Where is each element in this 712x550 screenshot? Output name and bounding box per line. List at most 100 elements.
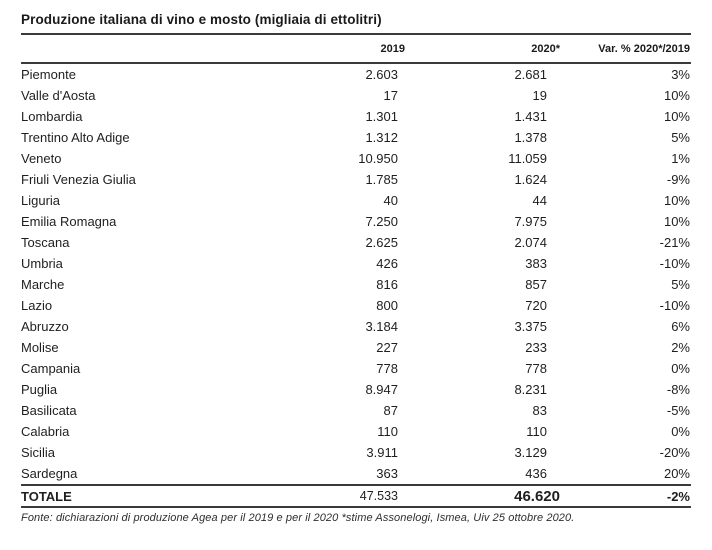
value-var: 2% bbox=[671, 340, 690, 355]
table-row: Toscana 2.625 2.074 -21% bbox=[21, 232, 691, 253]
production-table: 2019 2020* Var. % 2020*/2019 Piemonte 2.… bbox=[21, 35, 691, 508]
value-2019: 1.785 bbox=[365, 172, 398, 187]
table-row: Valle d'Aosta 17 19 10% bbox=[21, 85, 691, 106]
table-row: Trentino Alto Adige 1.312 1.378 5% bbox=[21, 127, 691, 148]
region-name: Campania bbox=[21, 361, 81, 376]
table-row: Molise 227 233 2% bbox=[21, 337, 691, 358]
value-2020: 110 bbox=[526, 424, 547, 439]
value-2019: 1.301 bbox=[365, 109, 398, 124]
region-name: Puglia bbox=[21, 382, 58, 397]
value-2019: 800 bbox=[376, 298, 398, 313]
region-name: Piemonte bbox=[21, 67, 76, 82]
header-row: 2019 2020* Var. % 2020*/2019 bbox=[21, 35, 691, 64]
region-name: Valle d'Aosta bbox=[21, 88, 96, 103]
column-header-2019: 2019 bbox=[306, 35, 411, 64]
table-row: Marche 816 857 5% bbox=[21, 274, 691, 295]
table-row: Abruzzo 3.184 3.375 6% bbox=[21, 316, 691, 337]
table-row: Liguria 40 44 10% bbox=[21, 190, 691, 211]
value-2020: 778 bbox=[525, 361, 547, 376]
table-row: Lombardia 1.301 1.431 10% bbox=[21, 106, 691, 127]
value-var: 10% bbox=[663, 214, 690, 229]
region-name: Lombardia bbox=[21, 109, 83, 124]
value-var: 10% bbox=[663, 193, 690, 208]
table-row: Campania 778 778 0% bbox=[21, 358, 691, 379]
value-2019: 40 bbox=[383, 193, 398, 208]
value-var: -10% bbox=[659, 298, 690, 313]
value-2020: 383 bbox=[525, 256, 547, 271]
table-title: Produzione italiana di vino e mosto (mig… bbox=[21, 12, 691, 35]
table-row: Calabria 110 110 0% bbox=[21, 421, 691, 442]
region-name: Calabria bbox=[21, 424, 70, 439]
value-var: 1% bbox=[671, 151, 690, 166]
value-2020: 1.378 bbox=[514, 130, 547, 145]
value-var: 5% bbox=[671, 277, 690, 292]
region-name: Trentino Alto Adige bbox=[21, 130, 130, 145]
value-2019: 87 bbox=[383, 403, 398, 418]
value-2020: 2.681 bbox=[514, 67, 547, 82]
source-note: Fonte: dichiarazioni di produzione Agea … bbox=[21, 512, 575, 524]
region-name: Molise bbox=[21, 340, 59, 355]
value-var: -20% bbox=[659, 445, 690, 460]
value-2020: 1.624 bbox=[514, 172, 547, 187]
total-row: TOTALE 47.533 46.620 -2% bbox=[21, 484, 691, 508]
value-2020: 8.231 bbox=[514, 382, 547, 397]
region-name: Basilicata bbox=[21, 403, 77, 418]
region-name: Abruzzo bbox=[21, 319, 69, 334]
value-2020: 7.975 bbox=[514, 214, 547, 229]
table-row: Sardegna 363 436 20% bbox=[21, 463, 691, 485]
table-row: Piemonte 2.603 2.681 3% bbox=[21, 63, 691, 85]
region-name: Umbria bbox=[21, 256, 63, 271]
value-2019: 8.947 bbox=[365, 382, 398, 397]
value-2020: 233 bbox=[525, 340, 547, 355]
value-2020: 3.375 bbox=[514, 319, 547, 334]
region-name: Toscana bbox=[21, 235, 70, 250]
table-row: Basilicata 87 83 -5% bbox=[21, 400, 691, 421]
region-name: Sardegna bbox=[21, 466, 78, 481]
value-var: -5% bbox=[666, 403, 690, 418]
total-label: TOTALE bbox=[21, 484, 306, 508]
region-name: Veneto bbox=[21, 151, 62, 166]
total-2020: 46.620 bbox=[411, 484, 561, 508]
table-row: Lazio 800 720 -10% bbox=[21, 295, 691, 316]
value-2019: 816 bbox=[376, 277, 398, 292]
value-var: 10% bbox=[663, 88, 690, 103]
value-2019: 2.603 bbox=[365, 67, 398, 82]
value-2019: 2.625 bbox=[365, 235, 398, 250]
value-2020: 83 bbox=[532, 403, 547, 418]
value-2019: 426 bbox=[376, 256, 398, 271]
table-row: Emilia Romagna 7.250 7.975 10% bbox=[21, 211, 691, 232]
value-2020: 720 bbox=[525, 298, 547, 313]
column-header-2020: 2020* bbox=[411, 35, 561, 64]
region-name: Liguria bbox=[21, 193, 61, 208]
value-2019: 363 bbox=[376, 466, 398, 481]
region-name: Lazio bbox=[21, 298, 53, 313]
value-var: 0% bbox=[671, 424, 690, 439]
value-2020: 857 bbox=[525, 277, 547, 292]
value-2019: 778 bbox=[376, 361, 398, 376]
value-2020: 2.074 bbox=[514, 235, 547, 250]
region-name: Friuli Venezia Giulia bbox=[21, 172, 136, 187]
region-name: Sicilia bbox=[21, 445, 55, 460]
value-var: -10% bbox=[659, 256, 690, 271]
column-header-region bbox=[21, 35, 306, 64]
value-var: -8% bbox=[666, 382, 690, 397]
value-var: 3% bbox=[671, 67, 690, 82]
table-header: 2019 2020* Var. % 2020*/2019 bbox=[21, 35, 691, 64]
value-2019: 110 bbox=[377, 424, 398, 439]
value-2020: 436 bbox=[525, 466, 547, 481]
column-header-var: Var. % 2020*/2019 bbox=[561, 35, 691, 64]
value-2020: 1.431 bbox=[514, 109, 547, 124]
value-var: 6% bbox=[671, 319, 690, 334]
table-row: Umbria 426 383 -10% bbox=[21, 253, 691, 274]
value-var: 20% bbox=[663, 466, 690, 481]
value-2019: 10.950 bbox=[358, 151, 398, 166]
value-var: 5% bbox=[671, 130, 690, 145]
value-2019: 17 bbox=[383, 88, 398, 103]
value-2020: 19 bbox=[532, 88, 547, 103]
value-2019: 3.911 bbox=[366, 445, 398, 460]
value-var: 10% bbox=[663, 109, 690, 124]
value-var: -9% bbox=[666, 172, 690, 187]
value-2020: 3.129 bbox=[514, 445, 547, 460]
total-var: -2% bbox=[561, 484, 691, 508]
